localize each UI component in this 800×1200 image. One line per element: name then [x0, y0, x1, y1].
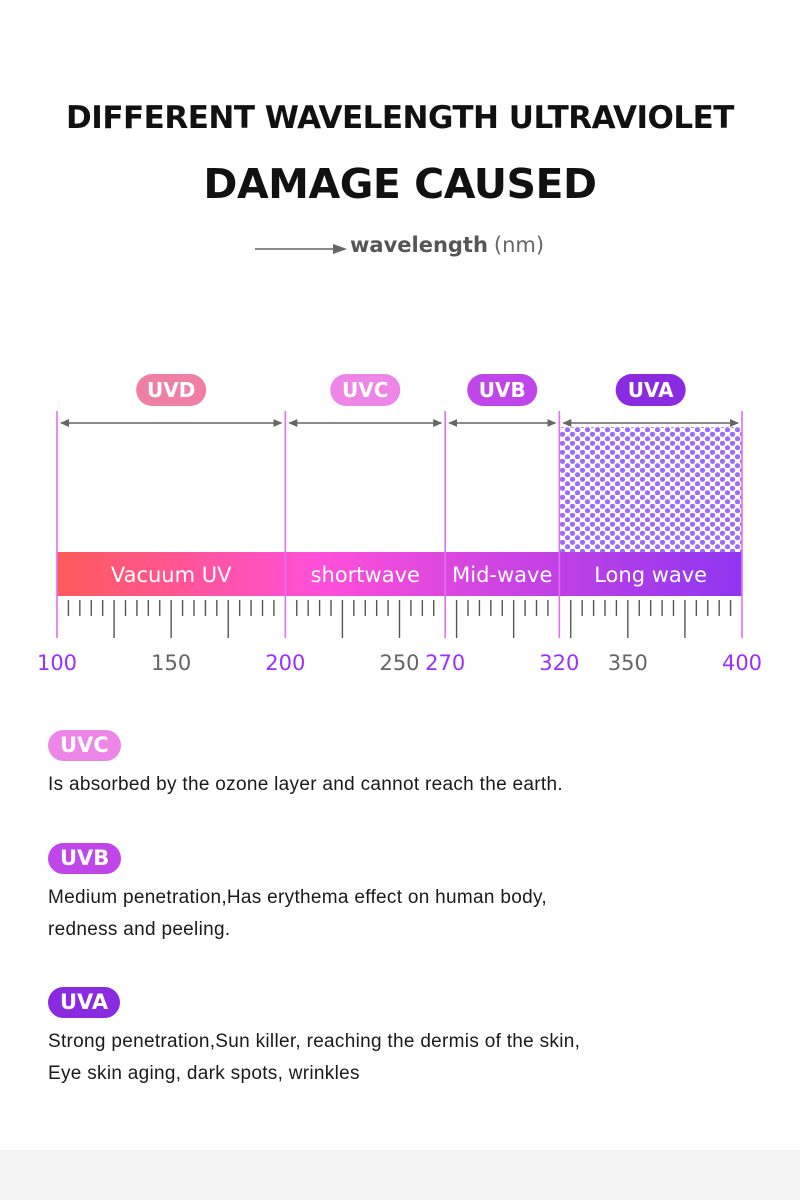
band-badge-label-uvd: UVD: [147, 378, 195, 402]
description-line: Strong penetration,Sun killer, reaching …: [48, 1031, 581, 1052]
tick-label-100: 100: [37, 651, 77, 675]
wavelength-caption: wavelength (nm): [0, 230, 800, 264]
tick-label-250: 250: [379, 651, 419, 675]
uva-dotted-area: [559, 427, 742, 552]
band-badge-label-uvb: UVB: [479, 378, 526, 402]
footer-band: [0, 1150, 800, 1200]
description-badge-uvb: UVB: [48, 843, 122, 874]
band-badge-uvc: [330, 374, 401, 406]
tick-label-200: 200: [265, 651, 305, 675]
description-uva: UVA Strong penetration,Sun killer, reachi…: [48, 987, 580, 1090]
description-badge-uvc: UVC: [48, 730, 121, 761]
wavelength-unit: (nm): [493, 233, 545, 257]
description-uvb: UVB Medium penetration,Has erythema effec…: [48, 843, 547, 946]
band-badge-uva: [615, 374, 686, 406]
tick-label-270: 270: [425, 651, 465, 675]
tick-label-150: 150: [151, 651, 191, 675]
description-text-uva: Strong penetration,Sun killer, reaching …: [48, 1026, 580, 1090]
band-badge-uvb: [467, 374, 538, 406]
description-line: Medium penetration,Has erythema effect o…: [48, 887, 547, 908]
right-arrow-icon: [255, 244, 347, 254]
wavelength-label: wavelength (nm): [350, 233, 544, 257]
page-title-line2: DAMAGE CAUSED: [203, 160, 597, 208]
tick-label-400: 400: [722, 651, 762, 675]
band-badge-uvd: [136, 374, 207, 406]
description-line: Eye skin aging, dark spots, wrinkles: [48, 1063, 360, 1084]
spectrum-bar: [57, 552, 742, 596]
band-badge-label-uva: UVA: [628, 378, 674, 402]
description-text-uvc: Is absorbed by the ozone layer and canno…: [48, 769, 563, 801]
wavelength-word: wavelength: [350, 233, 488, 257]
tick-label-350: 350: [608, 651, 648, 675]
description-line: redness and peeling.: [48, 919, 231, 940]
band-name-uvc: shortwave: [311, 563, 420, 587]
description-badge-uva: UVA: [48, 987, 121, 1018]
band-badge-label-uvc: UVC: [342, 378, 388, 402]
tick-label-320: 320: [539, 651, 579, 675]
description-text-uvb: Medium penetration,Has erythema effect o…: [48, 882, 547, 946]
band-name-uvd: Vacuum UV: [111, 563, 232, 587]
uv-spectrum-diagram: UVD Vacuum UV UVC shortwave UVB Mid-wave UVA Lo…: [37, 374, 762, 675]
band-name-uvb: Mid-wave: [452, 563, 552, 587]
page-title-line1: DIFFERENT WAVELENGTH ULTRAVIOLET: [66, 100, 734, 136]
band-name-uva: Long wave: [594, 563, 707, 587]
description-uvc: UVC Is absorbed by the ozone layer and ca…: [48, 730, 563, 801]
description-line: Is absorbed by the ozone layer and canno…: [48, 774, 563, 795]
